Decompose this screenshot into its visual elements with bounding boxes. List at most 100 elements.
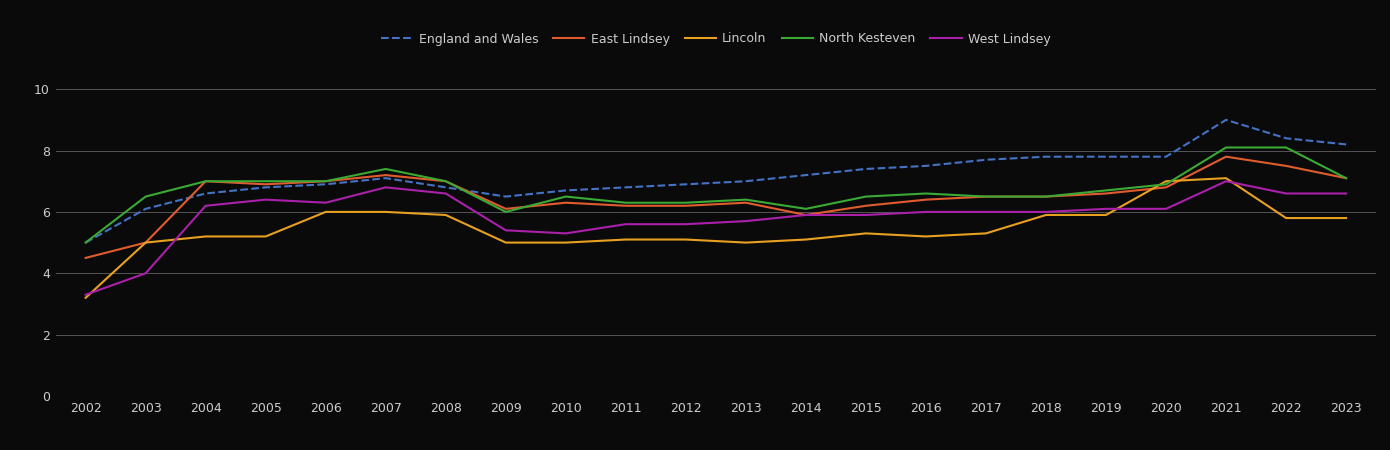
North Kesteven (858, 194, 874, 199)
West Lindsey (917, 209, 934, 215)
North Kesteven (1098, 188, 1115, 193)
East Lindsey (1037, 194, 1054, 199)
Lincoln (677, 237, 694, 242)
West Lindsey (1158, 206, 1175, 211)
North Kesteven (138, 194, 154, 199)
West Lindsey (977, 209, 994, 215)
West Lindsey (1098, 206, 1115, 211)
West Lindsey (78, 292, 95, 297)
North Kesteven (677, 200, 694, 205)
East Lindsey (738, 200, 755, 205)
Line: Lincoln: Lincoln (86, 178, 1346, 298)
Line: West Lindsey: West Lindsey (86, 181, 1346, 295)
England and Wales (738, 179, 755, 184)
East Lindsey (138, 240, 154, 245)
East Lindsey (78, 255, 95, 261)
West Lindsey (798, 212, 815, 218)
West Lindsey (1277, 191, 1294, 196)
England and Wales (977, 157, 994, 162)
England and Wales (1158, 154, 1175, 159)
West Lindsey (1037, 209, 1054, 215)
West Lindsey (438, 191, 455, 196)
Lincoln (557, 240, 574, 245)
Lincoln (138, 240, 154, 245)
Lincoln (1218, 176, 1234, 181)
England and Wales (1037, 154, 1054, 159)
England and Wales (617, 184, 634, 190)
Lincoln (1037, 212, 1054, 218)
North Kesteven (1218, 145, 1234, 150)
North Kesteven (798, 206, 815, 211)
Lincoln (1277, 216, 1294, 221)
England and Wales (917, 163, 934, 169)
Line: England and Wales: England and Wales (86, 120, 1346, 243)
England and Wales (317, 182, 334, 187)
Legend: England and Wales, East Lindsey, Lincoln, North Kesteven, West Lindsey: England and Wales, East Lindsey, Lincoln… (381, 32, 1051, 45)
West Lindsey (738, 218, 755, 224)
North Kesteven (438, 179, 455, 184)
East Lindsey (438, 179, 455, 184)
Lincoln (78, 295, 95, 301)
West Lindsey (197, 203, 214, 208)
North Kesteven (1337, 176, 1354, 181)
Lincoln (1158, 179, 1175, 184)
Lincoln (617, 237, 634, 242)
East Lindsey (257, 182, 274, 187)
East Lindsey (317, 179, 334, 184)
West Lindsey (377, 184, 393, 190)
East Lindsey (1218, 154, 1234, 159)
East Lindsey (377, 172, 393, 178)
Lincoln (798, 237, 815, 242)
East Lindsey (1098, 191, 1115, 196)
North Kesteven (738, 197, 755, 202)
Lincoln (858, 231, 874, 236)
England and Wales (78, 240, 95, 245)
North Kesteven (1037, 194, 1054, 199)
North Kesteven (1277, 145, 1294, 150)
Lincoln (257, 234, 274, 239)
Line: North Kesteven: North Kesteven (86, 148, 1346, 243)
North Kesteven (617, 200, 634, 205)
Lincoln (1098, 212, 1115, 218)
West Lindsey (317, 200, 334, 205)
East Lindsey (557, 200, 574, 205)
Lincoln (438, 212, 455, 218)
England and Wales (1218, 117, 1234, 122)
Lincoln (377, 209, 393, 215)
England and Wales (498, 194, 514, 199)
West Lindsey (1337, 191, 1354, 196)
East Lindsey (858, 203, 874, 208)
West Lindsey (498, 228, 514, 233)
East Lindsey (1158, 184, 1175, 190)
East Lindsey (798, 212, 815, 218)
North Kesteven (917, 191, 934, 196)
West Lindsey (138, 270, 154, 276)
North Kesteven (317, 179, 334, 184)
West Lindsey (858, 212, 874, 218)
North Kesteven (197, 179, 214, 184)
North Kesteven (78, 240, 95, 245)
West Lindsey (1218, 179, 1234, 184)
West Lindsey (677, 221, 694, 227)
England and Wales (858, 166, 874, 171)
Line: East Lindsey: East Lindsey (86, 157, 1346, 258)
West Lindsey (557, 231, 574, 236)
England and Wales (1098, 154, 1115, 159)
England and Wales (138, 206, 154, 211)
West Lindsey (257, 197, 274, 202)
England and Wales (557, 188, 574, 193)
England and Wales (677, 182, 694, 187)
England and Wales (1337, 142, 1354, 147)
England and Wales (438, 184, 455, 190)
North Kesteven (1158, 182, 1175, 187)
England and Wales (798, 172, 815, 178)
East Lindsey (617, 203, 634, 208)
East Lindsey (1277, 163, 1294, 169)
North Kesteven (377, 166, 393, 171)
England and Wales (257, 184, 274, 190)
East Lindsey (197, 179, 214, 184)
North Kesteven (977, 194, 994, 199)
West Lindsey (617, 221, 634, 227)
North Kesteven (257, 179, 274, 184)
East Lindsey (977, 194, 994, 199)
